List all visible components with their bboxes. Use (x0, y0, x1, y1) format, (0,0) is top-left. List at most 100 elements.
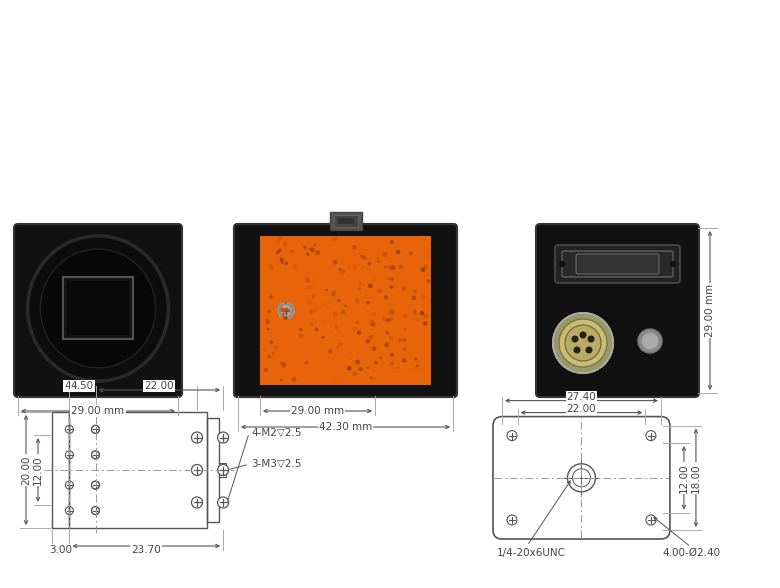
Circle shape (314, 275, 315, 276)
Circle shape (371, 377, 372, 378)
Text: 42.30 mm: 42.30 mm (319, 422, 372, 432)
Circle shape (378, 261, 379, 262)
Circle shape (283, 242, 286, 246)
Circle shape (417, 365, 418, 366)
Text: 4.50: 4.50 (65, 381, 87, 391)
Circle shape (326, 289, 328, 290)
Circle shape (413, 296, 416, 299)
Text: 4.50: 4.50 (71, 381, 94, 391)
Bar (207, 418, 218, 522)
Circle shape (385, 266, 386, 268)
FancyBboxPatch shape (576, 254, 659, 274)
Circle shape (270, 265, 273, 269)
Circle shape (372, 313, 375, 316)
Ellipse shape (27, 236, 168, 381)
Circle shape (322, 370, 323, 371)
Circle shape (390, 286, 392, 288)
Circle shape (404, 315, 406, 317)
Circle shape (300, 329, 302, 330)
Circle shape (302, 336, 303, 337)
Circle shape (413, 280, 415, 282)
Circle shape (410, 252, 412, 255)
Circle shape (277, 251, 279, 253)
Circle shape (391, 353, 393, 356)
Circle shape (333, 291, 335, 293)
Circle shape (91, 425, 100, 433)
Circle shape (387, 332, 388, 333)
Circle shape (285, 270, 286, 271)
Circle shape (357, 280, 360, 283)
Circle shape (392, 285, 395, 288)
Circle shape (277, 252, 278, 253)
Circle shape (574, 347, 580, 353)
Text: 27.40: 27.40 (566, 392, 597, 402)
Circle shape (391, 362, 393, 365)
Text: 3-M3▽2.5: 3-M3▽2.5 (251, 459, 302, 469)
Circle shape (218, 432, 229, 443)
Bar (63, 276, 133, 339)
Circle shape (421, 268, 424, 271)
Circle shape (415, 367, 418, 370)
Circle shape (339, 269, 341, 270)
Circle shape (420, 312, 424, 315)
Circle shape (91, 507, 100, 514)
FancyBboxPatch shape (234, 224, 457, 397)
Circle shape (315, 328, 317, 330)
Circle shape (332, 293, 335, 296)
Circle shape (329, 350, 331, 353)
Circle shape (671, 262, 675, 266)
Circle shape (370, 336, 373, 339)
Circle shape (363, 266, 364, 268)
Circle shape (282, 317, 285, 319)
Circle shape (402, 359, 406, 362)
Circle shape (218, 465, 229, 476)
Circle shape (276, 240, 279, 243)
Bar (52, 412, 69, 528)
Circle shape (391, 266, 395, 269)
FancyBboxPatch shape (14, 224, 182, 397)
Circle shape (294, 265, 297, 268)
Text: 12.00: 12.00 (33, 455, 43, 485)
Circle shape (553, 313, 613, 373)
Text: 29.00 mm: 29.00 mm (705, 284, 715, 337)
Circle shape (387, 319, 389, 321)
Circle shape (268, 328, 269, 329)
Circle shape (390, 318, 393, 321)
Circle shape (427, 280, 430, 283)
Circle shape (367, 302, 369, 304)
Circle shape (422, 295, 425, 298)
Circle shape (308, 300, 311, 303)
Circle shape (414, 310, 416, 312)
FancyBboxPatch shape (555, 245, 680, 283)
FancyBboxPatch shape (536, 224, 699, 397)
Circle shape (398, 367, 399, 368)
Circle shape (282, 262, 283, 263)
Text: 1/4-20x6UNC: 1/4-20x6UNC (497, 548, 566, 558)
Bar (329, 212, 361, 230)
Circle shape (399, 267, 402, 268)
Circle shape (281, 308, 284, 311)
Circle shape (380, 358, 381, 359)
Circle shape (367, 367, 369, 368)
Circle shape (370, 321, 374, 324)
Circle shape (323, 320, 326, 323)
Circle shape (314, 308, 317, 312)
Circle shape (277, 277, 278, 278)
Text: 22.00: 22.00 (566, 403, 596, 413)
Circle shape (349, 359, 350, 360)
Circle shape (334, 261, 336, 263)
Circle shape (417, 319, 420, 320)
Circle shape (573, 336, 578, 342)
Circle shape (559, 262, 565, 266)
Circle shape (264, 349, 265, 350)
Circle shape (402, 287, 406, 290)
Circle shape (355, 367, 357, 370)
Circle shape (312, 298, 314, 300)
Circle shape (311, 311, 314, 313)
Circle shape (587, 347, 592, 353)
Text: 12.00: 12.00 (679, 463, 689, 493)
Bar (69, 412, 207, 528)
Circle shape (278, 237, 281, 239)
Circle shape (307, 286, 310, 289)
Circle shape (403, 338, 406, 341)
